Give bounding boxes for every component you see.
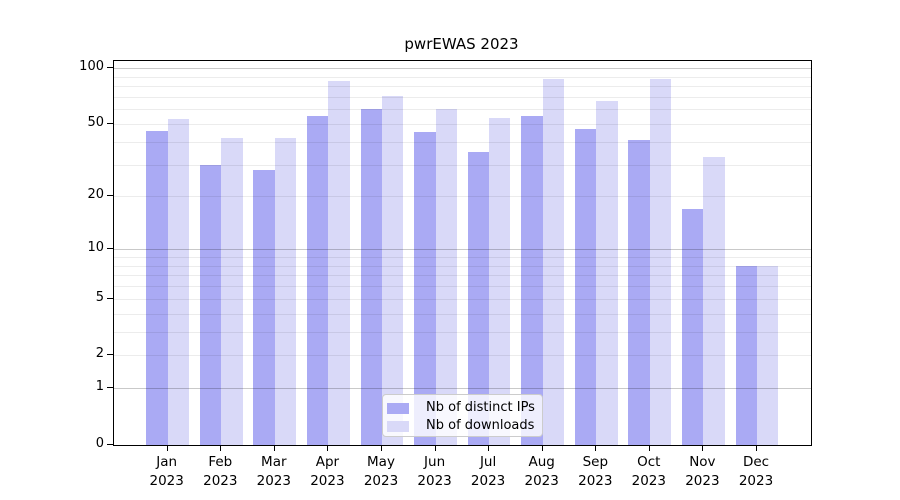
x-tick-label-sep: Sep 2023: [578, 454, 613, 489]
x-axis-tick: [327, 445, 329, 451]
legend-swatch-downloads: [387, 420, 409, 432]
y-gridline-major: [114, 68, 811, 70]
legend: Nb of distinct IPs Nb of downloads: [382, 394, 543, 437]
bar-downloads-apr: [328, 81, 350, 445]
x-axis-tick: [488, 445, 490, 451]
bar-distinct-ips-apr: [307, 116, 329, 445]
x-axis-tick: [541, 445, 543, 451]
bar-downloads-jul: [489, 117, 511, 445]
y-axis-tick: [107, 123, 113, 124]
bar-distinct-ips-sep: [574, 128, 597, 445]
y-gridline-minor: [114, 86, 811, 88]
plot-area: Nb of distinct IPs Nb of downloads: [113, 60, 812, 446]
y-tick-label: 20: [87, 187, 104, 203]
bar-distinct-ips-feb: [199, 164, 222, 445]
y-axis-tick: [107, 444, 113, 445]
x-tick-label-nov: Nov 2023: [685, 454, 720, 489]
bar-distinct-ips-oct: [628, 139, 650, 445]
y-axis-tick: [107, 248, 113, 250]
x-tick-label-apr: Apr 2023: [310, 454, 345, 489]
x-tick-label-may: May 2023: [363, 454, 399, 489]
y-axis-tick: [107, 297, 113, 299]
x-tick-label-feb: Feb 2023: [203, 454, 238, 489]
legend-label-distinct-ips: Nb of distinct IPs: [426, 400, 535, 415]
y-axis-tick: [107, 67, 113, 69]
legend-item-downloads: Nb of downloads: [387, 417, 536, 435]
y-tick-label: 5: [95, 289, 104, 305]
legend-swatch-distinct-ips: [387, 402, 409, 414]
bar-distinct-ips-jan: [146, 130, 168, 445]
bar-distinct-ips-dec: [735, 265, 757, 445]
bar-downloads-aug: [542, 78, 565, 445]
x-axis-tick: [648, 445, 650, 451]
bar-distinct-ips-nov: [682, 209, 704, 445]
bar-distinct-ips-aug: [521, 116, 543, 445]
y-axis-tick: [107, 354, 113, 356]
x-axis-tick: [595, 445, 597, 451]
bar-downloads-may: [382, 95, 404, 445]
bar-distinct-ips-jul: [467, 152, 490, 445]
legend-label-downloads: Nb of downloads: [426, 418, 535, 433]
x-tick-label-mar: Mar 2023: [256, 454, 291, 489]
bar-distinct-ips-jun: [414, 132, 436, 445]
x-axis-tick: [166, 445, 168, 451]
y-gridline-minor: [114, 76, 811, 78]
x-axis-tick: [220, 445, 222, 451]
x-tick-label-aug: Aug 2023: [524, 454, 559, 489]
y-gridline-minor: [114, 97, 811, 98]
chart-title: pwrEWAS 2023: [404, 35, 519, 53]
bar-downloads-dec: [757, 265, 779, 445]
bar-distinct-ips-may: [360, 109, 382, 445]
y-tick-label: 1: [95, 379, 104, 395]
x-tick-label-jan: Jan 2023: [149, 454, 184, 489]
y-gridline-minor: [114, 109, 811, 111]
x-tick-label-dec: Dec 2023: [738, 454, 774, 489]
bar-downloads-jun: [435, 109, 457, 445]
y-tick-label: 100: [79, 59, 104, 75]
y-tick-label: 50: [87, 115, 104, 130]
y-axis-tick: [107, 195, 113, 197]
legend-item-distinct-ips: Nb of distinct IPs: [387, 399, 536, 417]
bar-distinct-ips-mar: [253, 170, 275, 445]
y-tick-label: 10: [87, 240, 104, 256]
bar-downloads-jan: [167, 119, 190, 445]
bar-downloads-feb: [221, 137, 243, 445]
bar-downloads-nov: [703, 157, 725, 445]
x-axis-tick: [434, 445, 436, 451]
x-tick-label-jul: Jul 2023: [470, 454, 506, 489]
bar-downloads-mar: [274, 137, 297, 445]
x-tick-label-oct: Oct 2023: [631, 454, 666, 489]
y-gridline-minor: [114, 124, 811, 125]
x-tick-label-jun: Jun 2023: [417, 454, 452, 489]
y-gridline-minor: [114, 141, 811, 143]
bar-downloads-oct: [649, 79, 672, 445]
y-axis-tick: [107, 387, 113, 389]
x-axis-tick: [273, 445, 275, 451]
y-tick-label: 0: [95, 436, 104, 451]
y-tick-label: 2: [95, 346, 104, 362]
x-axis-tick: [702, 445, 704, 451]
bar-downloads-sep: [596, 100, 618, 445]
x-axis-tick: [756, 445, 757, 451]
x-axis-tick: [381, 445, 382, 451]
